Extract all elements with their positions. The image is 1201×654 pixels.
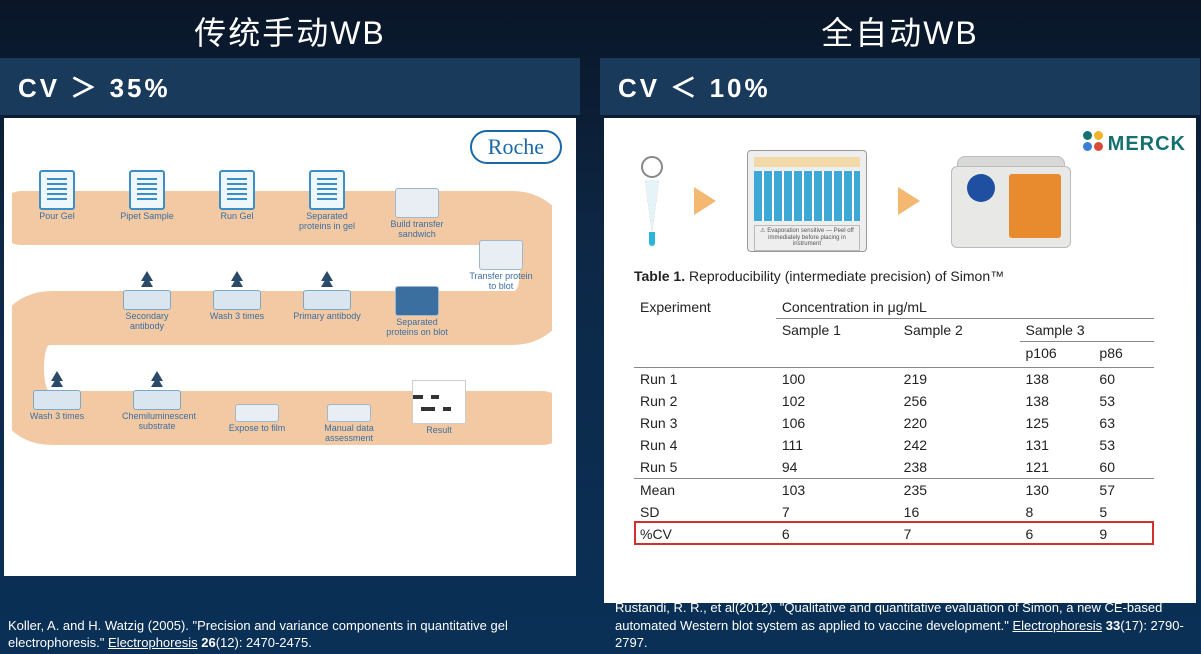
sample-plate-icon: ⚠ Evaporation sensitive — Peel off immed… xyxy=(747,150,867,252)
step-transfer: Transfer protein to blot xyxy=(466,230,536,292)
step-result: Result xyxy=(404,380,474,436)
step-pour: Pour Gel xyxy=(22,170,92,222)
arrow-right-icon xyxy=(694,187,716,215)
right-panel: MERCK ⚠ Evaporation sensitive — Peel off… xyxy=(604,118,1196,603)
table-body: Run 110021913860Run 210225613853Run 3106… xyxy=(634,368,1154,546)
reproducibility-table: Experiment Concentration in μg/mL Sample… xyxy=(634,296,1154,545)
arrow-right-icon xyxy=(898,187,920,215)
step-sep-blot: Separated proteins on blot xyxy=(382,276,452,338)
equipment-row: ⚠ Evaporation sensitive — Peel off immed… xyxy=(626,142,1086,260)
step-sep-gel: Separated proteins in gel xyxy=(292,170,362,232)
step-sandwich: Build transfer sandwich xyxy=(382,178,452,240)
step-run: Run Gel xyxy=(202,170,272,222)
step-assess: Manual data assessment xyxy=(314,386,384,444)
left-cv-bar: CV ＞ 35% xyxy=(0,58,580,115)
simon-instrument-icon xyxy=(951,154,1071,248)
step-chemi: Chemiluminescent substrate xyxy=(122,376,192,432)
capillary-tip-icon xyxy=(641,156,663,246)
right-column: 全自动WB CV ＜ 10% MERCK ⚠ Evaporation sensi… xyxy=(600,0,1200,603)
step-primary: Primary antibody xyxy=(292,276,362,322)
right-citation: Rustandi, R. R., et al(2012). "Qualitati… xyxy=(615,599,1195,652)
roche-logo: Roche xyxy=(470,130,562,164)
step-wash2: Wash 3 times xyxy=(22,376,92,422)
left-panel: Roche Pour Gel Pipet Sample Run Gel Sepa… xyxy=(4,118,576,576)
left-column: 传统手动WB CV ＞ 35% Roche Pour Gel Pipet Sam… xyxy=(0,0,580,576)
step-pipet: Pipet Sample xyxy=(112,170,182,222)
table-caption: Table 1. Reproducibility (intermediate p… xyxy=(634,268,1004,284)
left-title: 传统手动WB xyxy=(0,0,580,58)
step-wash1: Wash 3 times xyxy=(202,276,272,322)
step-secondary: Secondary antibody xyxy=(112,276,182,332)
merck-logo: MERCK xyxy=(1083,128,1186,156)
step-expose: Expose to film xyxy=(222,386,292,434)
right-title: 全自动WB xyxy=(600,0,1200,58)
left-citation: Koller, A. and H. Watzig (2005). "Precis… xyxy=(8,617,568,652)
right-cv-bar: CV ＜ 10% xyxy=(600,58,1200,115)
